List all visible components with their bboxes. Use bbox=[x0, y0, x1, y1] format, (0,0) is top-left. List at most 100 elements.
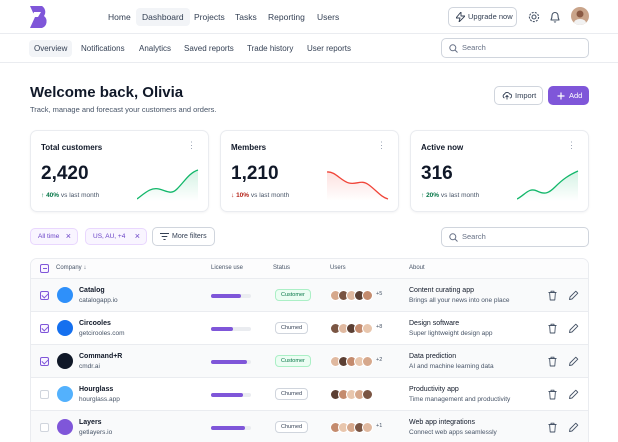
table-row[interactable]: Circooles getcirooles.com Churned +8 Design … bbox=[31, 312, 588, 345]
row-checkbox[interactable] bbox=[40, 291, 49, 300]
stat-card-members: Members ⋮ 1,210 ↓ 10% vs last month bbox=[220, 130, 399, 212]
more-filters-label: More filters bbox=[172, 233, 207, 240]
user-avatar bbox=[362, 323, 373, 334]
about-title: Productivity app bbox=[409, 386, 459, 393]
filter-chip-all-time[interactable]: All time × bbox=[30, 228, 78, 245]
sparkline-up bbox=[517, 170, 579, 201]
stat-delta: ↑ 20% vs last month bbox=[421, 192, 480, 199]
upgrade-label: Upgrade now bbox=[468, 12, 513, 21]
import-label: Import bbox=[515, 91, 537, 100]
edit-pencil-icon[interactable] bbox=[568, 290, 579, 301]
page-subtitle: Track, manage and forecast your customer… bbox=[30, 105, 217, 114]
status-badge: Customer bbox=[275, 355, 311, 367]
tab-notifications[interactable]: Notifications bbox=[81, 44, 125, 53]
cloud-upload-icon bbox=[502, 92, 512, 100]
table-row[interactable]: Catalog catalogapp.io Customer +5 Content cu… bbox=[31, 279, 588, 312]
column-users: Users bbox=[330, 265, 346, 271]
edit-pencil-icon[interactable] bbox=[568, 389, 579, 400]
table-row[interactable]: Hourglass hourglass.app Churned Productivit… bbox=[31, 378, 588, 411]
license-progress-fill bbox=[211, 426, 245, 430]
search-placeholder: Search bbox=[462, 232, 486, 241]
nav-projects[interactable]: Projects bbox=[194, 12, 225, 22]
stat-delta: ↑ 40% vs last month bbox=[41, 192, 100, 199]
search-icon bbox=[449, 44, 458, 53]
top-search-input[interactable]: Search bbox=[441, 38, 589, 58]
nav-tasks[interactable]: Tasks bbox=[235, 12, 257, 22]
bell-icon[interactable] bbox=[548, 10, 562, 24]
company-name: Hourglass bbox=[79, 386, 114, 393]
gear-icon[interactable] bbox=[527, 10, 541, 24]
about-title: Data prediction bbox=[409, 353, 457, 360]
nav-reporting[interactable]: Reporting bbox=[268, 12, 305, 22]
trash-icon[interactable] bbox=[547, 323, 558, 334]
row-checkbox[interactable] bbox=[40, 423, 49, 432]
about-title: Content curating app bbox=[409, 287, 474, 294]
license-progress bbox=[211, 426, 251, 430]
company-name: Catalog bbox=[79, 287, 105, 294]
about-description: AI and machine learning data bbox=[409, 363, 494, 370]
filter-chip-region[interactable]: US, AU, +4 × bbox=[85, 228, 147, 245]
about-description: Time management and productivity bbox=[409, 396, 511, 403]
trash-icon[interactable] bbox=[547, 389, 558, 400]
import-button[interactable]: Import bbox=[494, 86, 543, 105]
stat-delta: ↓ 10% vs last month bbox=[231, 192, 290, 199]
nav-home[interactable]: Home bbox=[108, 12, 131, 22]
row-checkbox[interactable] bbox=[40, 390, 49, 399]
license-progress bbox=[211, 360, 251, 364]
table-row[interactable]: Layers getlayers.io Churned +1 Web app integ… bbox=[31, 411, 588, 442]
status-badge: Churned bbox=[275, 421, 309, 433]
row-checkbox[interactable] bbox=[40, 357, 49, 366]
row-checkbox[interactable] bbox=[40, 324, 49, 333]
tab-analytics[interactable]: Analytics bbox=[139, 44, 172, 53]
more-vertical-icon[interactable]: ⋮ bbox=[377, 140, 386, 150]
close-icon[interactable]: × bbox=[65, 231, 71, 241]
company-url: catalogapp.io bbox=[79, 297, 118, 304]
stat-title: Members bbox=[231, 143, 267, 152]
license-progress-fill bbox=[211, 327, 233, 331]
user-avatar bbox=[362, 422, 373, 433]
close-icon[interactable]: × bbox=[134, 231, 140, 241]
more-users-count: +5 bbox=[376, 291, 383, 297]
edit-pencil-icon[interactable] bbox=[568, 323, 579, 334]
sparkline-down bbox=[327, 171, 389, 201]
tab-overview[interactable]: Overview bbox=[29, 40, 73, 57]
column-company[interactable]: Company ↓ bbox=[56, 265, 87, 271]
add-button[interactable]: Add bbox=[548, 86, 589, 105]
tab-saved-reports[interactable]: Saved reports bbox=[184, 44, 234, 53]
about-title: Web app integrations bbox=[409, 419, 476, 426]
more-vertical-icon[interactable]: ⋮ bbox=[567, 140, 576, 150]
company-url: getlayers.io bbox=[79, 429, 113, 436]
company-name: Layers bbox=[79, 419, 102, 426]
license-progress bbox=[211, 327, 251, 331]
license-progress bbox=[211, 393, 251, 397]
about-title: Design software bbox=[409, 320, 460, 327]
more-filters-button[interactable]: More filters bbox=[152, 227, 215, 246]
trash-icon[interactable] bbox=[547, 290, 558, 301]
edit-pencil-icon[interactable] bbox=[568, 356, 579, 367]
nav-users[interactable]: Users bbox=[317, 12, 340, 22]
column-status: Status bbox=[273, 265, 291, 271]
search-icon bbox=[449, 233, 458, 242]
table-row[interactable]: Command+R cmdr.ai Customer +2 Data predictio… bbox=[31, 345, 588, 378]
logo-icon[interactable] bbox=[30, 6, 50, 28]
nav-dashboard[interactable]: Dashboard bbox=[136, 8, 190, 26]
tab-user-reports[interactable]: User reports bbox=[307, 44, 352, 53]
column-license: License use bbox=[211, 265, 244, 271]
select-all-checkbox[interactable] bbox=[40, 264, 49, 273]
table-search-input[interactable]: Search bbox=[441, 227, 589, 247]
trash-icon[interactable] bbox=[547, 422, 558, 433]
status-badge: Customer bbox=[275, 289, 311, 301]
user-avatar[interactable] bbox=[571, 7, 589, 25]
stat-card-total-customers: Total customers ⋮ 2,420 ↑ 40% vs last mo… bbox=[30, 130, 209, 212]
add-label: Add bbox=[569, 91, 583, 100]
about-description: Connect web apps seamlessly bbox=[409, 429, 497, 436]
upgrade-button[interactable]: Upgrade now bbox=[448, 7, 517, 27]
stat-value: 1,210 bbox=[231, 163, 279, 184]
edit-pencil-icon[interactable] bbox=[568, 422, 579, 433]
more-vertical-icon[interactable]: ⋮ bbox=[187, 140, 196, 150]
user-avatar bbox=[362, 389, 373, 400]
company-logo-icon bbox=[57, 386, 73, 402]
company-logo-icon bbox=[57, 320, 73, 336]
tab-trade-history[interactable]: Trade history bbox=[247, 44, 294, 53]
trash-icon[interactable] bbox=[547, 356, 558, 367]
